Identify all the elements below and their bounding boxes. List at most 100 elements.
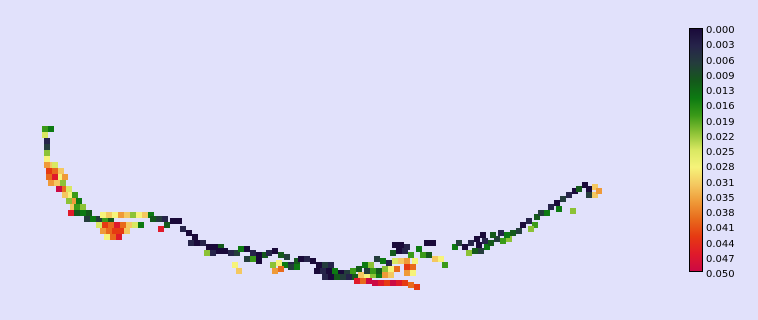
- map-cell: [432, 256, 438, 262]
- map-cell: [396, 248, 402, 254]
- map-cell: [250, 250, 256, 256]
- map-cell: [58, 168, 64, 174]
- map-cell: [244, 246, 250, 252]
- map-cell: [126, 222, 132, 228]
- map-cell: [498, 230, 504, 236]
- map-cell: [592, 184, 598, 190]
- map-cell: [328, 274, 334, 280]
- map-cell: [480, 232, 486, 238]
- map-cell: [298, 256, 304, 262]
- map-cell: [390, 280, 396, 286]
- map-cell: [368, 262, 374, 268]
- map-cell: [402, 280, 408, 286]
- map-cell: [106, 228, 112, 234]
- map-cell: [44, 150, 50, 156]
- map-cell: [354, 278, 360, 284]
- map-cell: [510, 230, 516, 236]
- map-cell: [58, 174, 64, 180]
- map-cell: [244, 256, 250, 262]
- map-cell: [484, 244, 490, 250]
- map-cell: [538, 210, 544, 216]
- map-cell: [572, 188, 578, 194]
- map-cell: [404, 244, 410, 250]
- map-cell: [176, 218, 182, 224]
- map-cell: [142, 212, 148, 218]
- legend-tick-label: 0.038: [706, 208, 735, 219]
- map-cell: [100, 212, 106, 218]
- map-cell: [52, 174, 58, 180]
- map-cell: [576, 186, 582, 192]
- map-cell: [118, 212, 124, 218]
- map-cell: [398, 242, 404, 248]
- map-cell: [272, 268, 278, 274]
- map-cell: [468, 240, 474, 246]
- legend-tick-label: 0.047: [706, 253, 735, 265]
- map-cell: [222, 248, 228, 254]
- map-cell: [114, 222, 120, 228]
- map-cell: [212, 244, 218, 250]
- map-cell: [494, 236, 500, 242]
- map-cell: [388, 272, 394, 278]
- map-cell: [294, 264, 300, 270]
- map-cell: [276, 260, 282, 266]
- map-cell: [554, 200, 560, 206]
- map-cell: [390, 250, 396, 256]
- map-cell: [322, 274, 328, 280]
- map-cell: [506, 236, 512, 242]
- map-cell: [108, 222, 114, 228]
- map-cell: [504, 232, 510, 238]
- map-cell: [482, 238, 488, 244]
- map-cell: [394, 266, 400, 272]
- map-cell: [426, 252, 432, 258]
- map-cell: [304, 256, 310, 262]
- legend-tick-label: 0.022: [706, 131, 735, 143]
- map-cell: [386, 260, 392, 266]
- map-cell: [310, 258, 316, 264]
- map-cell: [410, 270, 416, 276]
- map-cell: [526, 218, 532, 224]
- map-cell: [62, 174, 68, 180]
- map-cell: [52, 162, 58, 168]
- map-cell: [392, 258, 398, 264]
- map-cell: [372, 280, 378, 286]
- map-cell: [180, 226, 186, 232]
- map-cell: [424, 240, 430, 246]
- map-cell: [108, 216, 114, 222]
- map-cell: [188, 240, 194, 246]
- map-cell: [80, 204, 86, 210]
- map-cell: [294, 258, 300, 264]
- map-cell: [70, 204, 76, 210]
- legend-tick-label: 0.041: [706, 223, 735, 235]
- map-cell: [256, 258, 262, 264]
- map-cell: [282, 262, 288, 268]
- map-cell: [150, 216, 156, 222]
- legend-gradient-bar: [689, 28, 703, 272]
- map-cell: [62, 186, 68, 192]
- map-cell: [204, 250, 210, 256]
- map-cell: [62, 192, 68, 198]
- map-cell: [362, 262, 368, 268]
- map-cell: [582, 182, 588, 188]
- map-cell: [106, 212, 112, 218]
- map-cell: [170, 218, 176, 224]
- map-cell: [132, 222, 138, 228]
- map-cell: [288, 264, 294, 270]
- legend-tick-label: 0.044: [706, 238, 735, 250]
- map-cell: [68, 192, 74, 198]
- map-cell: [100, 228, 106, 234]
- map-cell: [408, 252, 414, 258]
- map-cell: [284, 254, 290, 260]
- map-cell: [236, 268, 242, 274]
- map-cell: [534, 214, 540, 220]
- map-cell: [416, 246, 422, 252]
- map-cell: [112, 228, 118, 234]
- map-cell: [266, 250, 272, 256]
- map-cell: [528, 226, 534, 232]
- map-cell: [118, 228, 124, 234]
- map-cell: [136, 212, 142, 218]
- map-cell: [350, 268, 356, 274]
- map-cell: [328, 262, 334, 268]
- map-cells: [42, 126, 602, 290]
- map-cell: [96, 222, 102, 228]
- map-cell: [102, 216, 108, 222]
